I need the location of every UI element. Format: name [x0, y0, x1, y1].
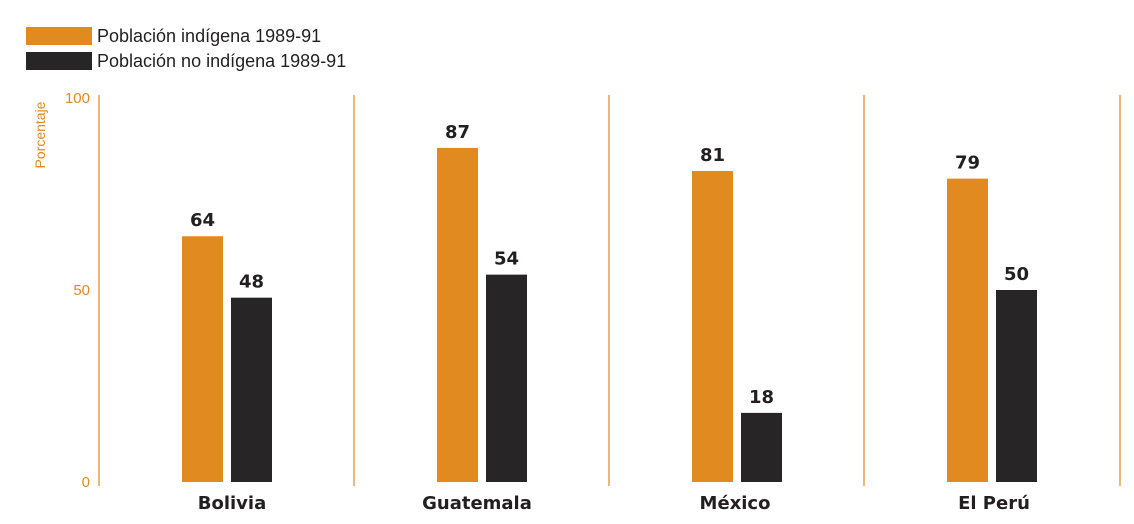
category-labels: Bolivia Guatemala México El Perú	[198, 493, 1030, 514]
y-axis-label: Porcentaje	[32, 101, 48, 168]
category-label-3: El Perú	[958, 493, 1030, 514]
y-tick-50: 50	[73, 282, 90, 299]
bar-guatemala-s0	[437, 147, 478, 483]
data-label-2-0: 81	[700, 145, 725, 166]
data-label-3-0: 79	[955, 153, 980, 174]
bar-méxico-s1	[741, 412, 782, 482]
y-tick-100: 100	[65, 90, 90, 107]
legend-label-0: Población indígena 1989-91	[97, 26, 321, 46]
legend: Población indígena 1989-91 Población no i…	[26, 26, 346, 71]
y-axis-ticks: 0 50 100	[65, 90, 90, 491]
category-label-2: México	[700, 493, 771, 514]
legend-swatch-0	[26, 27, 92, 45]
legend-swatch-1	[26, 52, 92, 70]
bar-el-perú-s1	[996, 290, 1037, 482]
data-label-1-0: 87	[445, 122, 470, 143]
category-dividers	[98, 95, 1121, 486]
data-label-1-1: 54	[494, 249, 519, 270]
bar-guatemala-s1	[486, 274, 527, 482]
data-labels: 64 87 81 79 48 54 18 50	[190, 122, 1029, 408]
legend-label-1: Población no indígena 1989-91	[97, 51, 346, 71]
y-tick-0: 0	[82, 474, 90, 491]
data-label-0-1: 48	[239, 272, 264, 293]
bar-méxico-s0	[692, 170, 733, 482]
bar-el-perú-s0	[947, 178, 988, 482]
data-label-3-1: 50	[1004, 264, 1029, 285]
category-label-1: Guatemala	[422, 493, 532, 514]
bar-bolivia-s1	[231, 297, 272, 482]
data-label-2-1: 18	[749, 387, 774, 408]
data-label-0-0: 64	[190, 210, 215, 231]
category-label-0: Bolivia	[198, 493, 266, 514]
bars	[182, 147, 1037, 483]
bar-bolivia-s0	[182, 236, 223, 482]
